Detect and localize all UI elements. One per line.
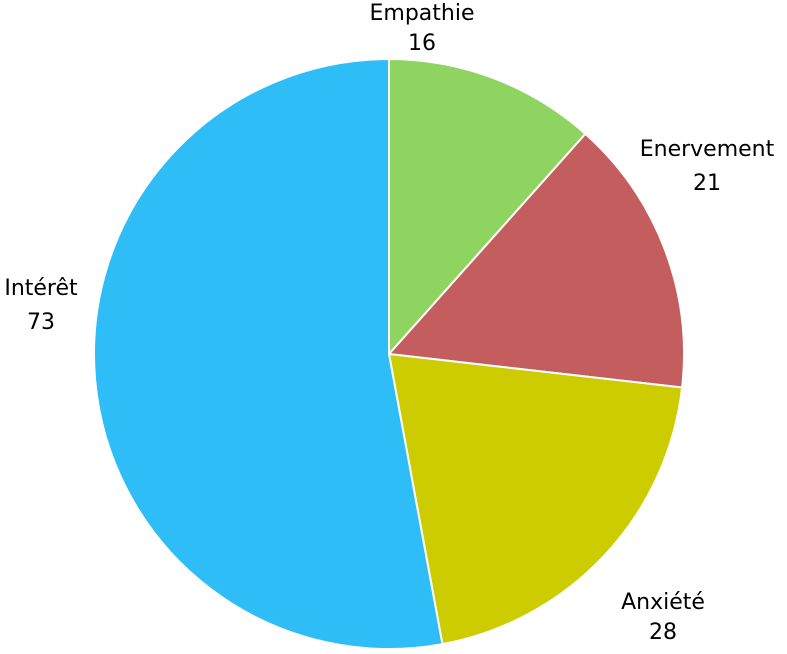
slice-value-enervement: 21 (693, 171, 721, 196)
pie-labels: Empathie 16 Enervement 21 Anxiété 28 Intérêt 73 (4, 1, 774, 645)
pie-slice-anxiete (388, 353, 684, 646)
pie-slice-enervement (388, 132, 685, 389)
slice-label-interet: Intérêt (4, 276, 78, 301)
pie-slices (93, 58, 685, 650)
slice-value-interet: 73 (27, 310, 55, 335)
slice-value-anxiete: 28 (649, 620, 677, 645)
slice-label-anxiete: Anxiété (621, 590, 705, 615)
pie-slice-empathie (388, 58, 587, 355)
slice-label-enervement: Enervement (640, 137, 775, 162)
slice-label-empathie: Empathie (370, 1, 475, 26)
slice-value-empathie: 16 (408, 31, 436, 56)
pie-slice-interet (93, 58, 444, 650)
